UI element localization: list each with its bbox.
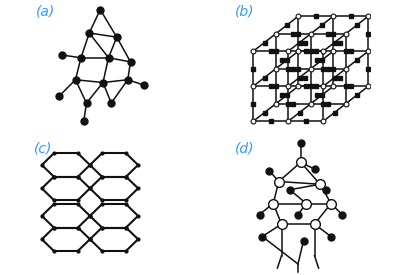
Text: (b): (b) (235, 4, 254, 18)
Text: (a): (a) (36, 4, 55, 18)
Text: (d): (d) (235, 142, 254, 156)
Text: (c): (c) (34, 142, 53, 156)
